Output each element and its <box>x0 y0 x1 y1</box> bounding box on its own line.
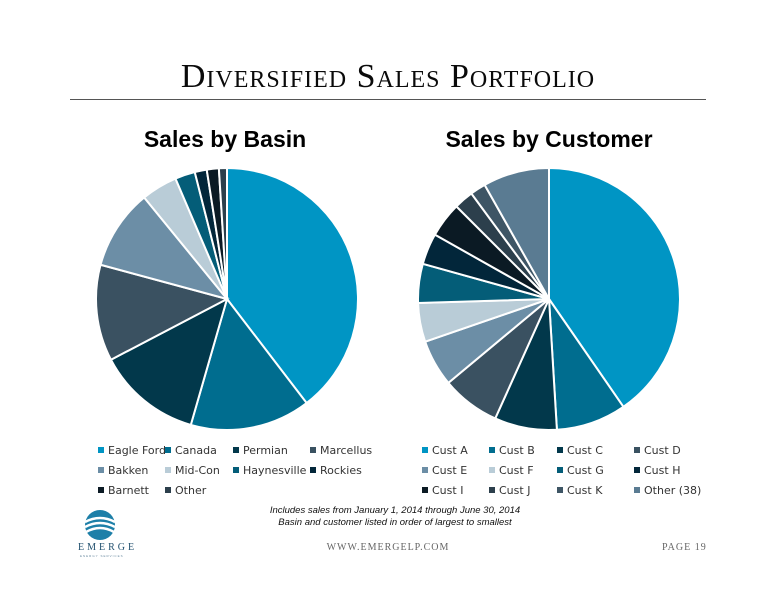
legend-swatch <box>310 447 316 453</box>
pie-slice-bakken <box>99 196 230 301</box>
legend-label: Cust H <box>644 464 681 477</box>
footer-url: WWW.EMERGELP.COM <box>326 542 450 553</box>
pie-slice-eagle-ford <box>226 166 359 405</box>
legend-swatch <box>422 447 428 453</box>
legend-label: Cust F <box>499 464 534 477</box>
legend-item: Barnett <box>98 484 149 497</box>
legend-label: Other <box>175 484 207 497</box>
legend-item: Mid-Con <box>165 464 220 477</box>
legend-swatch <box>489 447 495 453</box>
legend-item: Cust K <box>557 484 602 497</box>
legend-swatch <box>557 487 563 493</box>
chart-title-customer: Sales by Customer <box>445 126 653 152</box>
legend-item: Cust E <box>422 464 467 477</box>
legend-label: Rockies <box>320 464 362 477</box>
legend-swatch <box>557 467 563 473</box>
pie-chart-basin <box>95 166 359 431</box>
legend-swatch <box>489 467 495 473</box>
legend-label: Marcellus <box>320 444 373 457</box>
legend-swatch <box>233 467 239 473</box>
legend-swatch <box>165 467 171 473</box>
legend-label: Cust J <box>499 484 531 497</box>
legend-item: Eagle Ford <box>98 444 166 457</box>
pie-chart-customer <box>417 166 681 431</box>
legend-item: Cust F <box>489 464 534 477</box>
legend-item: Haynesville <box>233 464 306 477</box>
legend-item: Cust D <box>634 444 681 457</box>
legend-label: Eagle Ford <box>108 444 166 457</box>
legend-item: Other <box>165 484 206 497</box>
legend-label: Bakken <box>108 464 149 477</box>
legend-item: Cust A <box>422 444 468 457</box>
chart-title-basin: Sales by Basin <box>143 126 307 152</box>
legend-item: Canada <box>165 444 217 457</box>
footnote-line-1: Includes sales from January 1, 2014 thro… <box>269 505 521 516</box>
legend-label: Other (38) <box>644 484 702 497</box>
pie-slice-cust-a <box>548 166 681 409</box>
legend-label: Barnett <box>108 484 149 497</box>
legend-swatch <box>422 487 428 493</box>
legend-item: Cust G <box>557 464 604 477</box>
page-title: Diversified Sales Portfolio <box>180 58 596 95</box>
footer-page-number: PAGE 19 <box>662 542 707 553</box>
legend-item: Cust C <box>557 444 603 457</box>
pie-slice-other <box>217 166 228 300</box>
company-logo-icon <box>84 510 116 540</box>
legend-label: Cust G <box>567 464 604 477</box>
legend-label: Cust C <box>567 444 603 457</box>
legend-label: Cust B <box>499 444 535 457</box>
legend-swatch <box>489 487 495 493</box>
legend-label: Cust E <box>432 464 468 477</box>
logo-tagline: ENERGY SERVICES <box>80 554 124 558</box>
legend-item: Cust I <box>422 484 463 497</box>
pie-slice-marcellus <box>95 263 230 362</box>
legend-swatch <box>634 447 640 453</box>
legend-swatch <box>165 447 171 453</box>
legend-swatch <box>634 487 640 493</box>
legend-swatch <box>98 447 104 453</box>
legend-swatch <box>422 467 428 473</box>
legend-label: Permian <box>243 444 288 457</box>
title-divider <box>70 99 706 100</box>
pie-slice-other-38- <box>483 166 550 303</box>
pie-slice-canada <box>189 296 309 431</box>
legend-label: Mid-Con <box>175 464 220 477</box>
pie-slice-permian <box>109 297 229 427</box>
legend-swatch <box>233 447 239 453</box>
legend-swatch <box>557 447 563 453</box>
logo-wordmark: EMERGE <box>78 542 138 553</box>
legend-swatch <box>634 467 640 473</box>
legend-swatch <box>98 467 104 473</box>
footnote: Includes sales from January 1, 2014 thro… <box>200 505 590 529</box>
legend-item: Rockies <box>310 464 362 477</box>
legend-swatch <box>165 487 171 493</box>
legend-label: Cust I <box>432 484 464 497</box>
legend-item: Permian <box>233 444 288 457</box>
legend-label: Haynesville <box>243 464 307 477</box>
legend-item: Cust B <box>489 444 535 457</box>
legend-swatch <box>310 467 316 473</box>
legend-item: Marcellus <box>310 444 372 457</box>
legend-item: Bakken <box>98 464 148 477</box>
legend-label: Cust D <box>644 444 681 457</box>
legend-label: Cust K <box>567 484 603 497</box>
legend-swatch <box>98 487 104 493</box>
legend-item: Cust J <box>489 484 530 497</box>
footnote-line-2: Basin and customer listed in order of la… <box>278 517 512 528</box>
legend-item: Cust H <box>634 464 680 477</box>
legend-item: Other (38) <box>634 484 701 497</box>
legend-label: Canada <box>175 444 217 457</box>
legend-label: Cust A <box>432 444 468 457</box>
